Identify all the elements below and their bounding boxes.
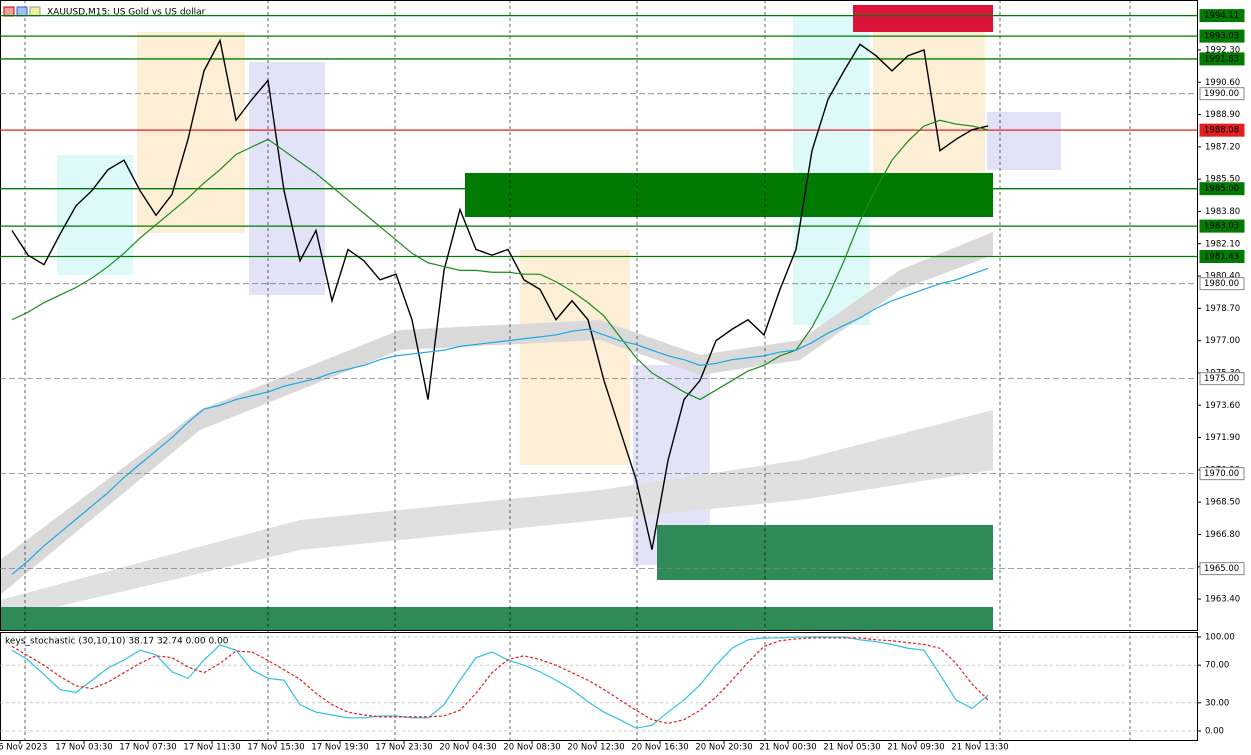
y-tick-label: 1968.50 (1205, 498, 1240, 508)
level-tag (1199, 562, 1245, 576)
y-tick-label: 70.00 (1205, 661, 1229, 671)
y-tick-label: 100.00 (1205, 632, 1235, 642)
level-tag (1199, 277, 1245, 291)
level-label: 1983.03 (1204, 222, 1239, 232)
x-tick-label: 20 Nov 04:30 (439, 743, 496, 753)
y-tick-label: 1990.60 (1205, 78, 1240, 88)
x-tick-label: 16 Nov 2023 (0, 743, 47, 753)
level-tag (1199, 9, 1245, 23)
series-line (11, 267, 989, 575)
level-tag (1199, 372, 1245, 386)
x-tick-label: 21 Nov 13:30 (951, 743, 1008, 753)
icon (16, 6, 28, 17)
x-tick-label: 17 Nov 03:30 (55, 743, 112, 753)
y-tick-label: 1977.00 (1205, 336, 1240, 346)
level-tag (1199, 182, 1245, 196)
series-line (11, 38, 989, 550)
x-tick-label: 20 Nov 08:30 (503, 743, 560, 753)
level-label: 1970.00 (1204, 469, 1239, 479)
y-tick-label: 1971.90 (1205, 433, 1240, 443)
x-tick-label: 17 Nov 19:30 (311, 743, 368, 753)
x-tick-label: 17 Nov 07:30 (119, 743, 176, 753)
y-tick-label: 1985.50 (1205, 175, 1240, 185)
level-label: 1981.43 (1204, 252, 1239, 262)
level-tag (1199, 123, 1245, 137)
level-tag (1199, 249, 1245, 263)
y-tick-label: 1982.10 (1205, 239, 1240, 249)
y-tick-label: 1973.60 (1205, 401, 1240, 411)
series-line (11, 636, 989, 729)
level-tag (1199, 467, 1245, 481)
level-label: 1993.03 (1204, 32, 1239, 42)
y-tick-label: 0.00 (1205, 726, 1224, 736)
y-tick-label: 1987.20 (1205, 142, 1240, 152)
level-tag (1199, 29, 1245, 43)
x-tick-label: 21 Nov 00:30 (759, 743, 816, 753)
icon (29, 6, 41, 17)
series-line (11, 119, 989, 401)
level-label: 1985.00 (1204, 184, 1239, 194)
level-label: 1990.00 (1204, 89, 1239, 99)
x-tick-label: 20 Nov 12:30 (567, 743, 624, 753)
x-tick-label: 20 Nov 16:30 (631, 743, 688, 753)
x-tick-label: 21 Nov 05:30 (823, 743, 880, 753)
level-label: 1994.11 (1204, 11, 1239, 21)
level-label: 1965.00 (1204, 564, 1239, 574)
series-line (11, 637, 989, 725)
chart-title: XAUUSD,M15: US Gold vs US dollar (47, 8, 206, 18)
y-tick-label: 1963.40 (1205, 595, 1240, 605)
x-tick-label: 17 Nov 15:30 (247, 743, 304, 753)
y-tick-label: 1966.80 (1205, 530, 1240, 540)
x-tick-label: 21 Nov 09:30 (887, 743, 944, 753)
y-tick-label: 30.00 (1205, 698, 1229, 708)
main-frame (0, 0, 1198, 631)
y-tick-label: 1980.40 (1205, 272, 1240, 282)
x-tick-label: 17 Nov 23:30 (375, 743, 432, 753)
indicator-title: keys_stochastic (30,10,10) 38.17 32.74 0… (5, 637, 229, 647)
level-label: 1991.83 (1204, 54, 1239, 64)
y-tick-label: 1992.30 (1205, 45, 1240, 55)
sub-frame (0, 632, 1198, 741)
level-tag (1199, 87, 1245, 101)
y-tick-label: 1983.80 (1205, 207, 1240, 217)
icon (3, 6, 15, 17)
level-tag (1199, 52, 1245, 66)
level-label: 1988.08 (1204, 126, 1239, 136)
level-tag (1199, 219, 1245, 233)
y-tick-label: 1978.70 (1205, 304, 1240, 314)
x-tick-label: 20 Nov 20:30 (695, 743, 752, 753)
zones (0, 5, 1061, 630)
x-tick-label: 17 Nov 11:30 (183, 743, 240, 753)
level-label: 1980.00 (1204, 279, 1239, 289)
level-label: 1975.00 (1204, 374, 1239, 384)
y-tick-label: 1988.90 (1205, 110, 1240, 120)
